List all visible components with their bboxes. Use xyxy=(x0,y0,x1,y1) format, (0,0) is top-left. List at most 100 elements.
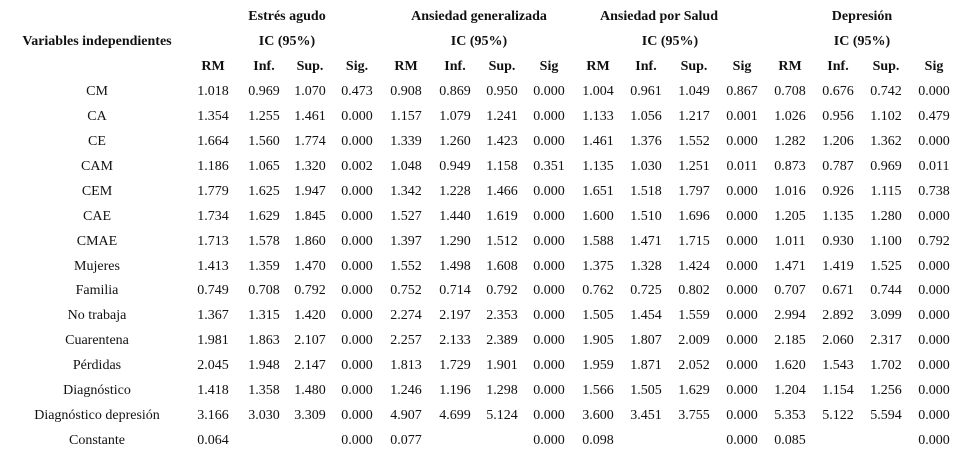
cell: 1.315 xyxy=(248,308,280,324)
cell: 3.309 xyxy=(294,408,326,424)
cell: 1.133 xyxy=(582,108,614,124)
cell: 1.359 xyxy=(248,258,280,274)
cell: 1.026 xyxy=(774,108,806,124)
cell: 3.030 xyxy=(248,408,280,424)
cell: 2.994 xyxy=(774,308,806,324)
cell: 1.505 xyxy=(582,308,614,324)
cell: 1.016 xyxy=(774,183,806,199)
cell: 0.000 xyxy=(918,84,950,99)
cell: 0.000 xyxy=(533,283,565,299)
cell: 0.752 xyxy=(390,283,422,299)
row-label: Familia xyxy=(75,283,119,299)
cell: 0.742 xyxy=(870,84,902,99)
cell: 1.217 xyxy=(678,108,710,124)
cell: 0.000 xyxy=(533,433,565,449)
cell: 0.792 xyxy=(918,233,950,249)
cell: 1.186 xyxy=(197,158,229,174)
cell: 0.000 xyxy=(341,358,373,374)
cell: 1.619 xyxy=(486,208,518,224)
cell: 0.000 xyxy=(533,208,565,224)
cell: 1.196 xyxy=(439,383,471,399)
cell: 5.594 xyxy=(870,408,902,424)
cell: 0.000 xyxy=(533,108,565,124)
cell: 1.282 xyxy=(774,133,806,149)
column-header: Sig. xyxy=(345,59,369,74)
cell: 1.518 xyxy=(630,183,662,199)
cell: 0.000 xyxy=(341,308,373,324)
row-label: CAM xyxy=(81,158,113,174)
cell: 1.298 xyxy=(486,383,518,399)
cell: 0.000 xyxy=(726,358,758,374)
cell: 0.000 xyxy=(341,183,373,199)
cell: 1.471 xyxy=(630,233,662,249)
cell: 2.353 xyxy=(486,308,518,324)
cell: 2.317 xyxy=(870,333,902,349)
cell: 0.867 xyxy=(726,84,758,99)
row-label: CEM xyxy=(81,183,113,199)
row-label: Constante xyxy=(69,433,125,449)
cell: 0.949 xyxy=(439,158,471,174)
cell: 2.045 xyxy=(197,358,229,374)
cell: 0.000 xyxy=(341,208,373,224)
cell: 1.702 xyxy=(870,358,902,374)
cell: 1.157 xyxy=(390,108,422,124)
cell: 1.981 xyxy=(197,333,229,349)
cell: 0.000 xyxy=(533,233,565,249)
cell: 0.085 xyxy=(774,433,806,449)
cell: 1.543 xyxy=(822,358,854,374)
cell: 0.000 xyxy=(726,208,758,224)
cell: 0.000 xyxy=(726,133,758,149)
cell: 0.000 xyxy=(533,408,565,424)
cell: 0.000 xyxy=(533,383,565,399)
cell: 1.206 xyxy=(822,133,854,149)
cell: 0.000 xyxy=(918,133,950,149)
cell: 3.451 xyxy=(630,408,662,424)
cell: 0.792 xyxy=(486,283,518,299)
cell: 1.280 xyxy=(870,208,902,224)
cell: 1.135 xyxy=(582,158,614,174)
cell: 1.512 xyxy=(486,233,518,249)
cell: 1.018 xyxy=(197,84,229,99)
ci-label: IC (95%) xyxy=(641,34,699,49)
cell: 0.000 xyxy=(918,383,950,399)
cell: 1.246 xyxy=(390,383,422,399)
cell: 1.807 xyxy=(630,333,662,349)
cell: 1.367 xyxy=(197,308,229,324)
cell: 2.107 xyxy=(294,333,326,349)
cell: 0.000 xyxy=(533,84,565,99)
cell: 2.052 xyxy=(678,358,710,374)
variables-header: Variables independientes xyxy=(22,34,172,49)
cell: 1.376 xyxy=(630,133,662,149)
cell: 2.185 xyxy=(774,333,806,349)
cell: 2.147 xyxy=(294,358,326,374)
cell: 0.000 xyxy=(341,108,373,124)
cell: 1.947 xyxy=(294,183,326,199)
cell: 5.353 xyxy=(774,408,806,424)
cell: 0.969 xyxy=(870,158,902,174)
cell: 0.000 xyxy=(533,358,565,374)
cell: 1.629 xyxy=(678,383,710,399)
column-header: Inf. xyxy=(827,59,849,74)
cell: 1.845 xyxy=(294,208,326,224)
cell: 0.792 xyxy=(294,283,326,299)
cell: 1.354 xyxy=(197,108,229,124)
cell: 1.070 xyxy=(294,84,326,99)
cell: 1.498 xyxy=(439,258,471,274)
cell: 1.734 xyxy=(197,208,229,224)
cell: 0.000 xyxy=(918,308,950,324)
row-label: CAE xyxy=(83,208,111,224)
cell: 1.774 xyxy=(294,133,326,149)
cell: 2.133 xyxy=(439,333,471,349)
cell: 1.100 xyxy=(870,233,902,249)
cell: 0.473 xyxy=(341,84,373,99)
cell: 0.000 xyxy=(533,133,565,149)
cell: 0.077 xyxy=(390,433,422,449)
cell: 1.290 xyxy=(439,233,471,249)
row-label: Pérdidas xyxy=(72,358,122,374)
cell: 1.115 xyxy=(870,183,902,199)
column-header: Sup. xyxy=(488,59,516,74)
cell: 0.000 xyxy=(341,408,373,424)
cell: 0.802 xyxy=(678,283,710,299)
cell: 1.205 xyxy=(774,208,806,224)
cell: 1.420 xyxy=(294,308,326,324)
